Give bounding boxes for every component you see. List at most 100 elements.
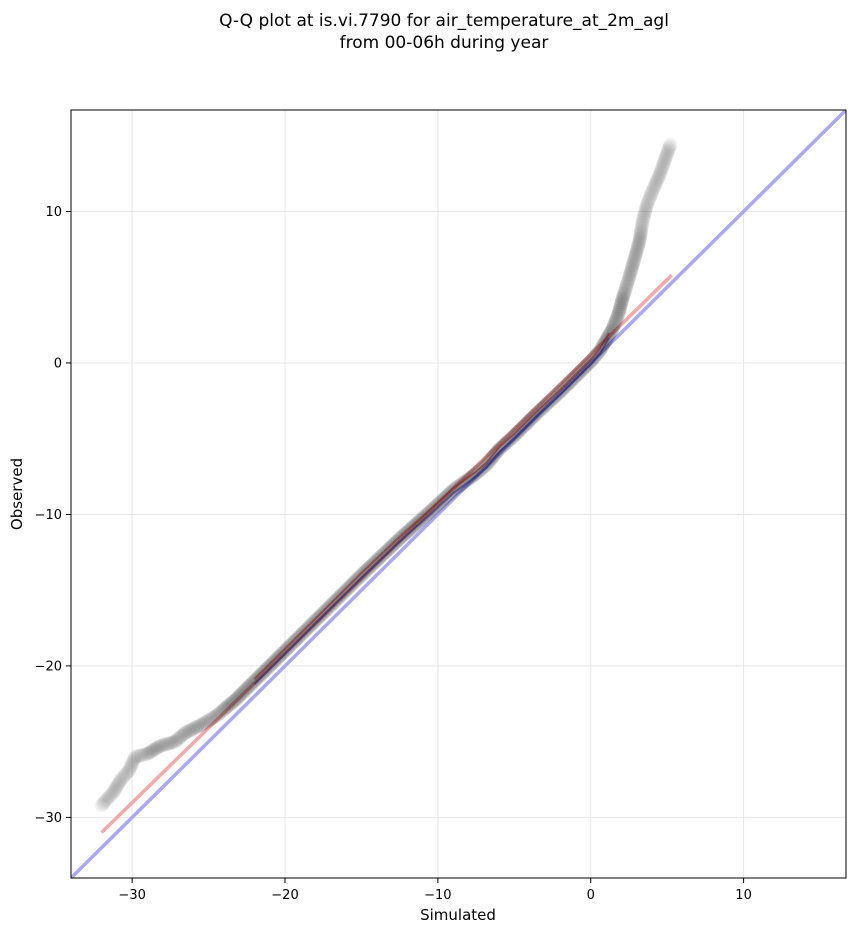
- quantile-point: [365, 557, 380, 572]
- quantile-point: [256, 664, 271, 679]
- quantile-point: [264, 657, 279, 672]
- quantile-point: [311, 610, 326, 625]
- quantile-point: [247, 674, 262, 689]
- quantile-point: [553, 384, 568, 399]
- quantile-point: [647, 179, 662, 194]
- quantile-point: [618, 282, 633, 297]
- quantile-point: [328, 593, 343, 608]
- quantile-point: [652, 168, 667, 183]
- quantile-point: [192, 718, 207, 733]
- quantile-point: [230, 690, 245, 705]
- quantile-point: [662, 139, 677, 154]
- quantile-point: [502, 433, 517, 448]
- quantile-point: [106, 784, 121, 799]
- quantile-point: [645, 183, 660, 198]
- quantile-point: [132, 748, 147, 763]
- x-axis: −30 −20 −10 0 10: [118, 878, 752, 903]
- quantile-point: [517, 418, 532, 433]
- quantile-point: [383, 540, 398, 555]
- quantile-point: [616, 288, 631, 303]
- quantile-point: [319, 602, 334, 617]
- quantile-point: [661, 141, 676, 156]
- quantile-point: [528, 407, 543, 422]
- quantile-point: [320, 601, 335, 616]
- quantile-point: [566, 371, 581, 386]
- quantile-point: [163, 735, 178, 750]
- quantile-point: [178, 725, 193, 740]
- quantile-point: [217, 701, 232, 716]
- quantile-point: [651, 170, 666, 185]
- quantile-point: [543, 393, 558, 408]
- quantile-point: [149, 741, 164, 756]
- quantile-point: [348, 574, 363, 589]
- x-tick-label-2: −10: [424, 888, 451, 903]
- quantile-point: [239, 681, 254, 696]
- quantile-point: [222, 697, 237, 712]
- quantile-point: [119, 766, 134, 781]
- quantile-point: [658, 149, 673, 164]
- quantile-point: [568, 369, 583, 384]
- quantile-point: [117, 768, 132, 783]
- quantile-point: [416, 510, 431, 525]
- quantile-point: [630, 239, 645, 254]
- quantile-point: [617, 284, 632, 299]
- quantile-point: [128, 749, 143, 764]
- quantile-point: [634, 222, 649, 237]
- quantile-point: [507, 428, 522, 443]
- quantile-point: [636, 209, 651, 224]
- quantile-point: [143, 744, 158, 759]
- quantile-point: [436, 492, 451, 507]
- quantile-point: [193, 718, 208, 733]
- quantile-point: [649, 175, 664, 190]
- quantile-point: [356, 566, 371, 581]
- quantile-point: [582, 355, 597, 370]
- quantile-point: [235, 686, 250, 701]
- quantile-point: [655, 160, 670, 175]
- quantile-point: [214, 704, 229, 719]
- x-tick-label-4: 10: [735, 888, 752, 903]
- x-tick-label-0: −30: [118, 888, 145, 903]
- quantile-point: [421, 505, 436, 520]
- quantile-point: [112, 774, 127, 789]
- quantile-point: [346, 575, 361, 590]
- quantile-point: [637, 207, 652, 222]
- quantile-point: [622, 269, 637, 284]
- quantile-point: [190, 719, 205, 734]
- quantile-point: [535, 401, 550, 416]
- quantile-point: [621, 273, 636, 288]
- quantile-point: [573, 365, 588, 380]
- quantile-point: [530, 405, 545, 420]
- quantile-point: [469, 466, 484, 481]
- quantile-point: [381, 542, 396, 557]
- quantile-point: [606, 318, 621, 333]
- quantile-point: [212, 706, 227, 721]
- quantile-point: [384, 539, 399, 554]
- quantile-point: [176, 727, 191, 742]
- quantile-point: [232, 689, 247, 704]
- quantile-point: [586, 350, 601, 365]
- quantile-point: [428, 499, 443, 514]
- quantile-point: [115, 770, 130, 785]
- quantile-point: [140, 746, 155, 761]
- quantile-point: [437, 490, 452, 505]
- quantile-point: [111, 775, 126, 790]
- quantile-point: [387, 536, 402, 551]
- quantile-point: [611, 307, 626, 322]
- quantile-point: [472, 463, 487, 478]
- quantile-point: [284, 637, 299, 652]
- quantile-point: [608, 313, 623, 328]
- quantile-point: [349, 572, 364, 587]
- quantile-point: [505, 430, 520, 445]
- quantile-point: [648, 177, 663, 192]
- quantile-point: [220, 699, 235, 714]
- quantile-point: [344, 577, 359, 592]
- quantile-point: [124, 757, 139, 772]
- quantile-point: [525, 410, 540, 425]
- quantile-point: [634, 220, 649, 235]
- quantile-point: [410, 515, 425, 530]
- quantile-point: [642, 192, 657, 207]
- quantile-point: [559, 378, 574, 393]
- quantile-point: [379, 543, 394, 558]
- quantile-point: [378, 545, 393, 560]
- quantile-point: [335, 586, 350, 601]
